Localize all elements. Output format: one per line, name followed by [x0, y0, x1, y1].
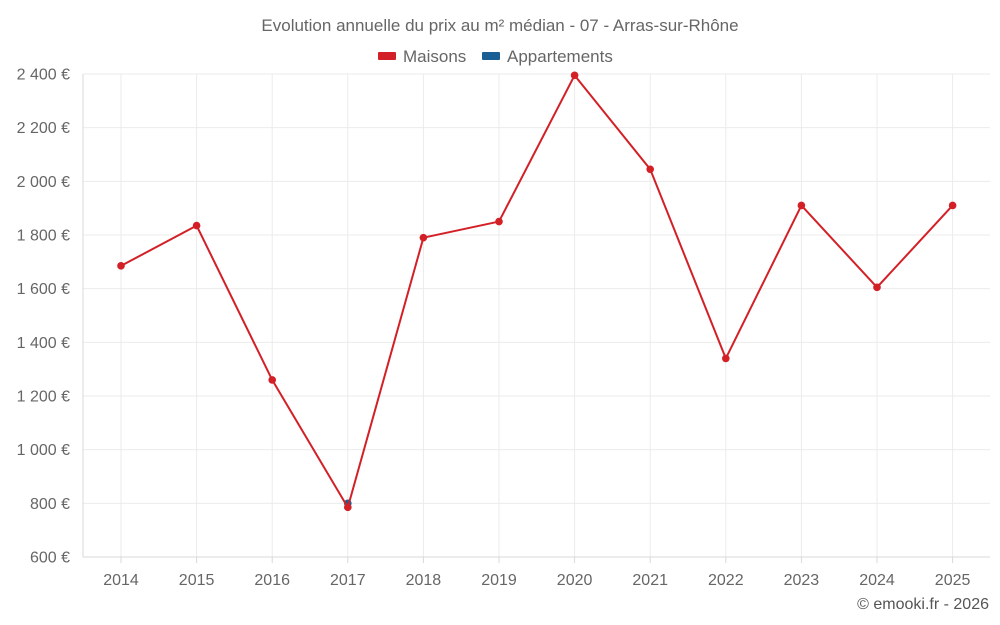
y-tick-label: 600 € [30, 550, 70, 567]
x-tick-label: 2015 [179, 572, 215, 589]
x-tick-label: 2014 [103, 572, 139, 589]
y-tick-label: 1 000 € [17, 442, 70, 459]
data-point-maisons [344, 503, 352, 512]
x-tick-label: 2021 [632, 572, 668, 589]
credit-text: © emooki.fr - 2026 [857, 596, 989, 613]
data-point-maisons [570, 71, 579, 80]
data-point-maisons [873, 283, 881, 292]
chart-title: Evolution annuelle du prix au m² médian … [261, 16, 738, 35]
series-line-maisons [120, 74, 954, 509]
y-tick-label: 2 000 € [17, 174, 70, 191]
data-point-maisons [948, 201, 957, 210]
x-tick-label: 2023 [784, 572, 820, 589]
data-point-maisons [646, 165, 654, 174]
grid [83, 73, 990, 557]
legend-label-appartements: Appartements [507, 47, 613, 66]
y-tick-label: 800 € [30, 496, 70, 513]
legend-swatch-maisons [378, 52, 396, 60]
legend-swatch-appartements [482, 52, 500, 60]
y-tick-label: 1 200 € [17, 389, 70, 406]
data-point-maisons [268, 376, 277, 384]
y-tick-label: 1 600 € [17, 281, 70, 298]
x-tick-label: 2022 [708, 572, 744, 589]
legend-label-maisons: Maisons [403, 47, 466, 66]
y-tick-label: 1 400 € [17, 335, 70, 352]
axes: 600 € 800 € 1 000 € 1 200 € 1 400 € 1 600 € 1 … [17, 67, 990, 589]
legend: Maisons Appartements [378, 47, 613, 66]
data-point-maisons [495, 217, 503, 226]
data-point-maisons [797, 201, 806, 210]
x-tick-label: 2020 [557, 572, 593, 589]
series-layer [117, 71, 957, 512]
x-tick-label: 2017 [330, 572, 366, 589]
x-tick-label: 2025 [935, 572, 971, 589]
data-point-maisons [117, 262, 125, 270]
x-tick-label: 2016 [254, 572, 290, 589]
data-point-maisons [192, 221, 201, 230]
x-tick-label: 2018 [406, 572, 442, 589]
data-point-maisons [419, 233, 428, 242]
y-tick-label: 2 200 € [17, 120, 70, 137]
x-tick-label: 2024 [859, 572, 895, 589]
y-tick-label: 2 400 € [17, 67, 70, 84]
data-point-maisons [722, 354, 730, 363]
x-tick-label: 2019 [481, 572, 517, 589]
y-tick-label: 1 800 € [17, 228, 70, 245]
